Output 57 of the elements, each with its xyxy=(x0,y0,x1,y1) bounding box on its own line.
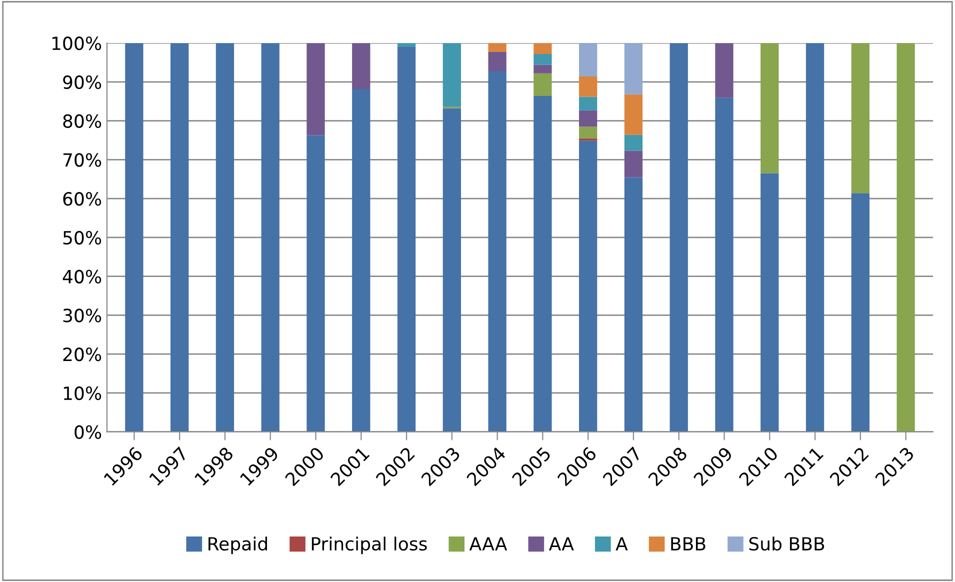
bar xyxy=(125,43,144,432)
bar xyxy=(624,94,643,135)
y-tick-label: 20% xyxy=(63,348,102,362)
legend-label: AAA xyxy=(469,537,508,550)
bar xyxy=(579,96,598,110)
y-tick-label: 50% xyxy=(63,230,102,245)
bar xyxy=(851,43,870,194)
bar xyxy=(670,43,688,432)
legend-label: Principal loss xyxy=(312,536,427,554)
bar xyxy=(534,96,552,432)
bar xyxy=(624,150,643,178)
bar xyxy=(806,43,824,432)
bar xyxy=(579,126,598,138)
y-tick-label: 90% xyxy=(63,75,102,90)
bar xyxy=(534,43,552,54)
y-tick-label: 60% xyxy=(63,192,102,206)
legend-label: Repaid xyxy=(208,536,267,554)
legend-label: A xyxy=(616,537,628,550)
bar xyxy=(352,88,370,432)
bar xyxy=(579,110,598,127)
bar xyxy=(442,43,461,107)
bar xyxy=(488,52,506,72)
bar xyxy=(261,43,280,432)
bar xyxy=(715,43,734,98)
bar xyxy=(579,76,598,97)
bar xyxy=(352,43,370,89)
bar xyxy=(579,140,598,432)
bar xyxy=(488,43,506,52)
bar xyxy=(306,43,325,136)
bar xyxy=(170,43,189,432)
y-tick-label: 30% xyxy=(63,308,102,322)
bar xyxy=(534,73,552,96)
y-tick-label: 80% xyxy=(63,114,102,128)
bar xyxy=(851,193,870,432)
bar xyxy=(397,46,416,432)
legend-label: BBB xyxy=(671,537,706,550)
bar xyxy=(488,71,506,432)
bar xyxy=(896,43,915,432)
y-tick-label: 70% xyxy=(63,153,102,167)
y-tick-label: 40% xyxy=(62,270,102,284)
bar xyxy=(306,135,325,432)
bar xyxy=(715,98,734,432)
legend-label: AA xyxy=(548,537,574,550)
bar xyxy=(216,43,234,432)
bar xyxy=(442,108,461,432)
y-tick-label: 100% xyxy=(52,36,102,50)
legend-label: Sub BBB xyxy=(749,536,824,551)
bar xyxy=(579,43,598,77)
y-tick-label: 0% xyxy=(74,425,102,439)
y-tick-label: 10% xyxy=(64,386,102,400)
bar xyxy=(624,177,643,432)
bar xyxy=(760,173,779,432)
bar xyxy=(760,43,779,174)
bar xyxy=(534,54,552,65)
bar xyxy=(534,64,552,74)
bar xyxy=(624,43,643,94)
bar xyxy=(624,134,643,151)
